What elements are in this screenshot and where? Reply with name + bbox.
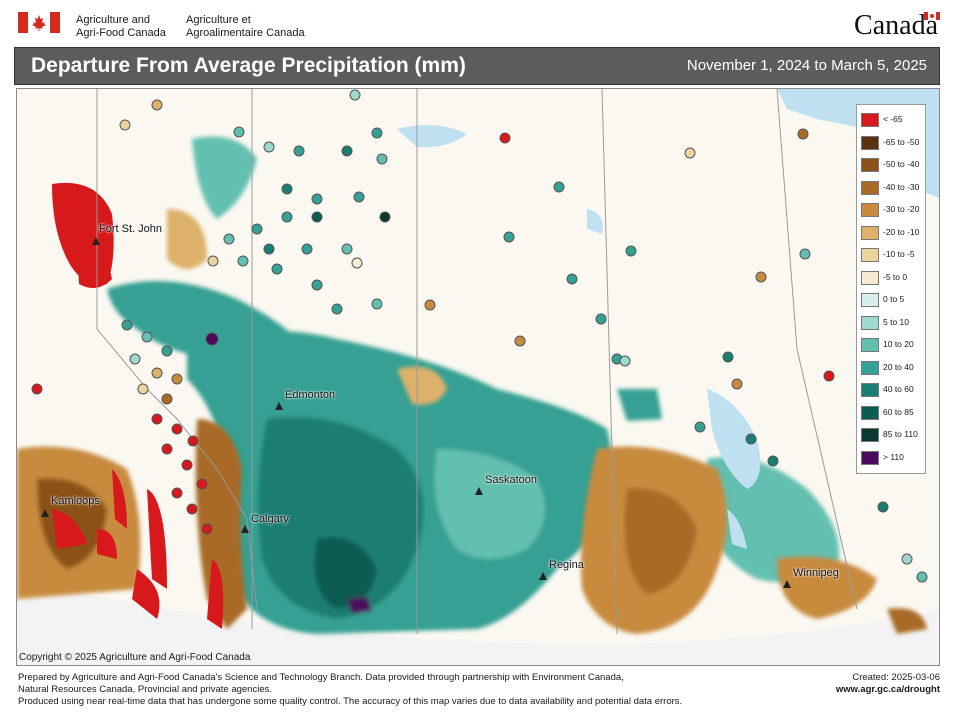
canada-flag-icon [18,12,60,33]
legend-swatch [861,360,879,375]
legend-item: -30 to -20 [861,203,925,219]
legend-swatch [861,315,879,330]
legend-item: 60 to 85 [861,405,925,422]
legend-swatch [861,225,879,240]
legend-item: 5 to 10 [861,315,925,332]
legend-label: -5 to 0 [883,271,908,282]
northern-station-cluster [207,126,391,315]
legend-label: 60 to 85 [883,406,914,417]
footer-line-3: Produced using near real-time data that … [18,696,683,707]
legend-label: -65 to -50 [883,136,920,147]
legend-label: 20 to 40 [883,361,914,372]
legend-item: -5 to 0 [861,270,925,287]
footer-line-1: Prepared by Agriculture and Agri-Food Ca… [18,672,624,683]
wordmark-flag-icon [924,12,940,20]
bc-station-cluster [31,319,219,535]
dry-precipitation-region [17,209,927,634]
legend-label: 5 to 10 [883,316,909,327]
city-marker-kamloops [41,509,49,517]
legend-swatch [861,180,879,195]
date-range: November 1, 2024 to March 5, 2025 [686,57,927,74]
map-title: Departure From Average Precipitation (mm… [31,54,466,77]
agency-name-english: Agriculture and Agri-Food Canada [76,14,166,40]
agency-en-line1: Agriculture and [76,14,150,26]
legend-swatch [861,158,879,172]
legend-item: 0 to 5 [861,293,925,309]
legend-item: -65 to -50 [861,135,925,152]
header: Agriculture and Agri-Food Canada Agricul… [0,0,960,46]
us-region [17,579,939,665]
legend-swatch [861,113,879,127]
city-marker-calgary [241,525,249,533]
severe-deficit-region [52,182,224,629]
legend-item: -40 to -30 [861,180,925,197]
city-label-saskatoon: Saskatoon [485,474,537,486]
city-label-edmonton: Edmonton [285,389,336,401]
legend: < -65 -65 to -50 -50 to -40 -40 to -30 -30 t… [856,104,926,474]
precipitation-map: Fort St. John Edmonton Kamloops Calgary … [16,88,940,666]
legend-label: 85 to 110 [883,429,918,439]
legend-label: -20 to -10 [883,226,920,237]
agency-en-line2: Agri-Food Canada [76,27,166,39]
city-marker-edmonton [275,402,283,410]
provincial-borders [96,89,858,635]
legend-label: > 110 [883,451,904,462]
legend-label: -30 to -20 [883,204,920,214]
teal-precipitation-region [107,136,839,634]
created-date: Created: 2025-03-06 [852,672,940,683]
legend-label: 0 to 5 [883,294,905,304]
city-marker-fort-st-john [92,237,100,245]
footer-meta: Created: 2025-03-06 www.agr.gc.ca/drough… [836,672,940,696]
legend-item: < -65 [861,113,925,129]
legend-swatch [861,270,879,285]
legend-label: < -65 [883,114,903,124]
legend-swatch [861,293,879,307]
city-marker-winnipeg [783,580,791,588]
legend-item: 40 to 60 [861,383,925,399]
city-label-calgary: Calgary [251,513,289,525]
legend-item: 10 to 20 [861,338,925,354]
legend-swatch [861,248,879,262]
legend-swatch [861,203,879,217]
source-url[interactable]: www.agr.gc.ca/drought [835,684,940,695]
legend-swatch [861,405,879,420]
legend-label: -40 to -30 [883,181,920,192]
legend-item: -10 to -5 [861,248,925,264]
legend-label: 10 to 20 [883,339,914,349]
agency-name-french: Agriculture et Agroalimentaire Canada [186,14,305,40]
legend-item: 85 to 110 [861,428,925,444]
map-copyright: Copyright © 2025 Agriculture and Agri-Fo… [19,652,251,663]
agency-fr-line2: Agroalimentaire Canada [186,27,305,39]
legend-item: -20 to -10 [861,225,925,242]
legend-label: -50 to -40 [883,159,920,169]
legend-item: -50 to -40 [861,158,925,174]
title-bar: Departure From Average Precipitation (mm… [14,47,940,85]
lakes [397,125,761,549]
city-marker-regina [539,572,547,580]
city-label-winnipeg: Winnipeg [793,567,839,579]
city-label-fort-st-john: Fort St. John [99,223,162,235]
agency-fr-line1: Agriculture et [186,14,251,26]
station-dots [31,89,928,583]
legend-swatch [861,135,879,150]
legend-label: -10 to -5 [883,249,915,259]
legend-label: 40 to 60 [883,384,914,394]
city-marker-saskatoon [475,487,483,495]
legend-swatch [861,428,879,442]
map-graphic [17,89,939,665]
city-label-regina: Regina [549,559,584,571]
legend-swatch [861,338,879,352]
footer-line-2: Natural Resources Canada, Provincial and… [18,684,272,695]
legend-item: 20 to 40 [861,360,925,377]
legend-swatch [861,450,879,465]
city-label-kamloops: Kamloops [51,495,100,507]
footer-notes: Prepared by Agriculture and Agri-Food Ca… [18,672,778,708]
legend-swatch [861,383,879,397]
legend-item: > 110 [861,450,925,467]
